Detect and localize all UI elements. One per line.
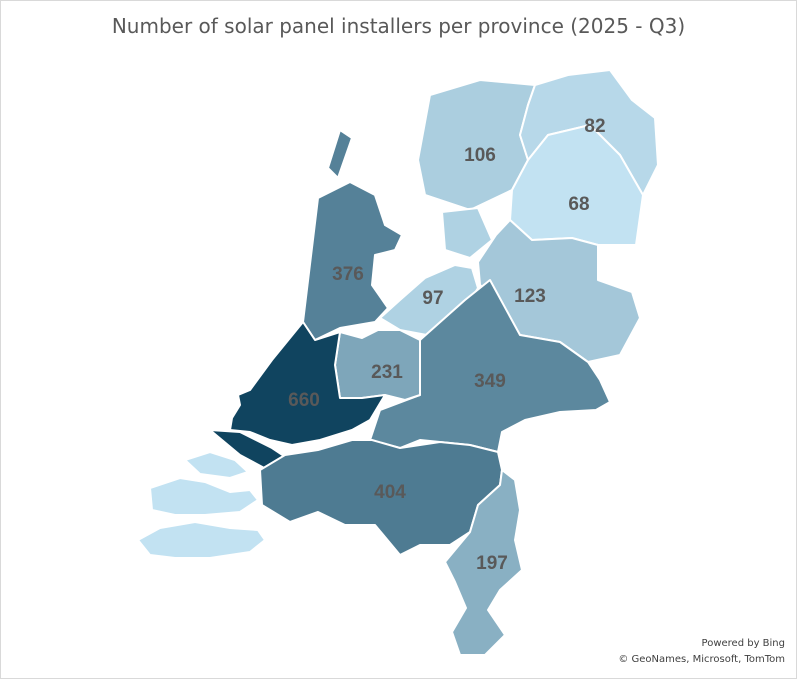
label-drenthe: 68 [568, 194, 589, 215]
label-noord-brabant: 404 [374, 482, 406, 503]
label-flevoland: 97 [422, 288, 443, 309]
province-limburg[interactable] [444, 469, 523, 656]
province-overijssel[interactable] [477, 219, 641, 363]
label-friesland: 106 [464, 145, 496, 166]
label-noord-holland: 376 [332, 264, 364, 285]
map-title: Number of solar panel installers per pro… [111, 14, 686, 38]
label-utrecht: 231 [371, 362, 403, 383]
label-zuid-holland: 660 [288, 390, 320, 411]
label-limburg: 197 [476, 553, 508, 574]
province-zeeland[interactable] [137, 451, 266, 559]
province-noord-holland[interactable] [302, 129, 403, 341]
label-overijssel: 123 [514, 286, 546, 307]
label-gelderland: 349 [474, 371, 506, 392]
powered-by-credit: Powered by Bing [701, 638, 785, 649]
map-data-credit: © GeoNames, Microsoft, TomTom [618, 654, 785, 665]
label-groningen: 82 [584, 116, 605, 137]
